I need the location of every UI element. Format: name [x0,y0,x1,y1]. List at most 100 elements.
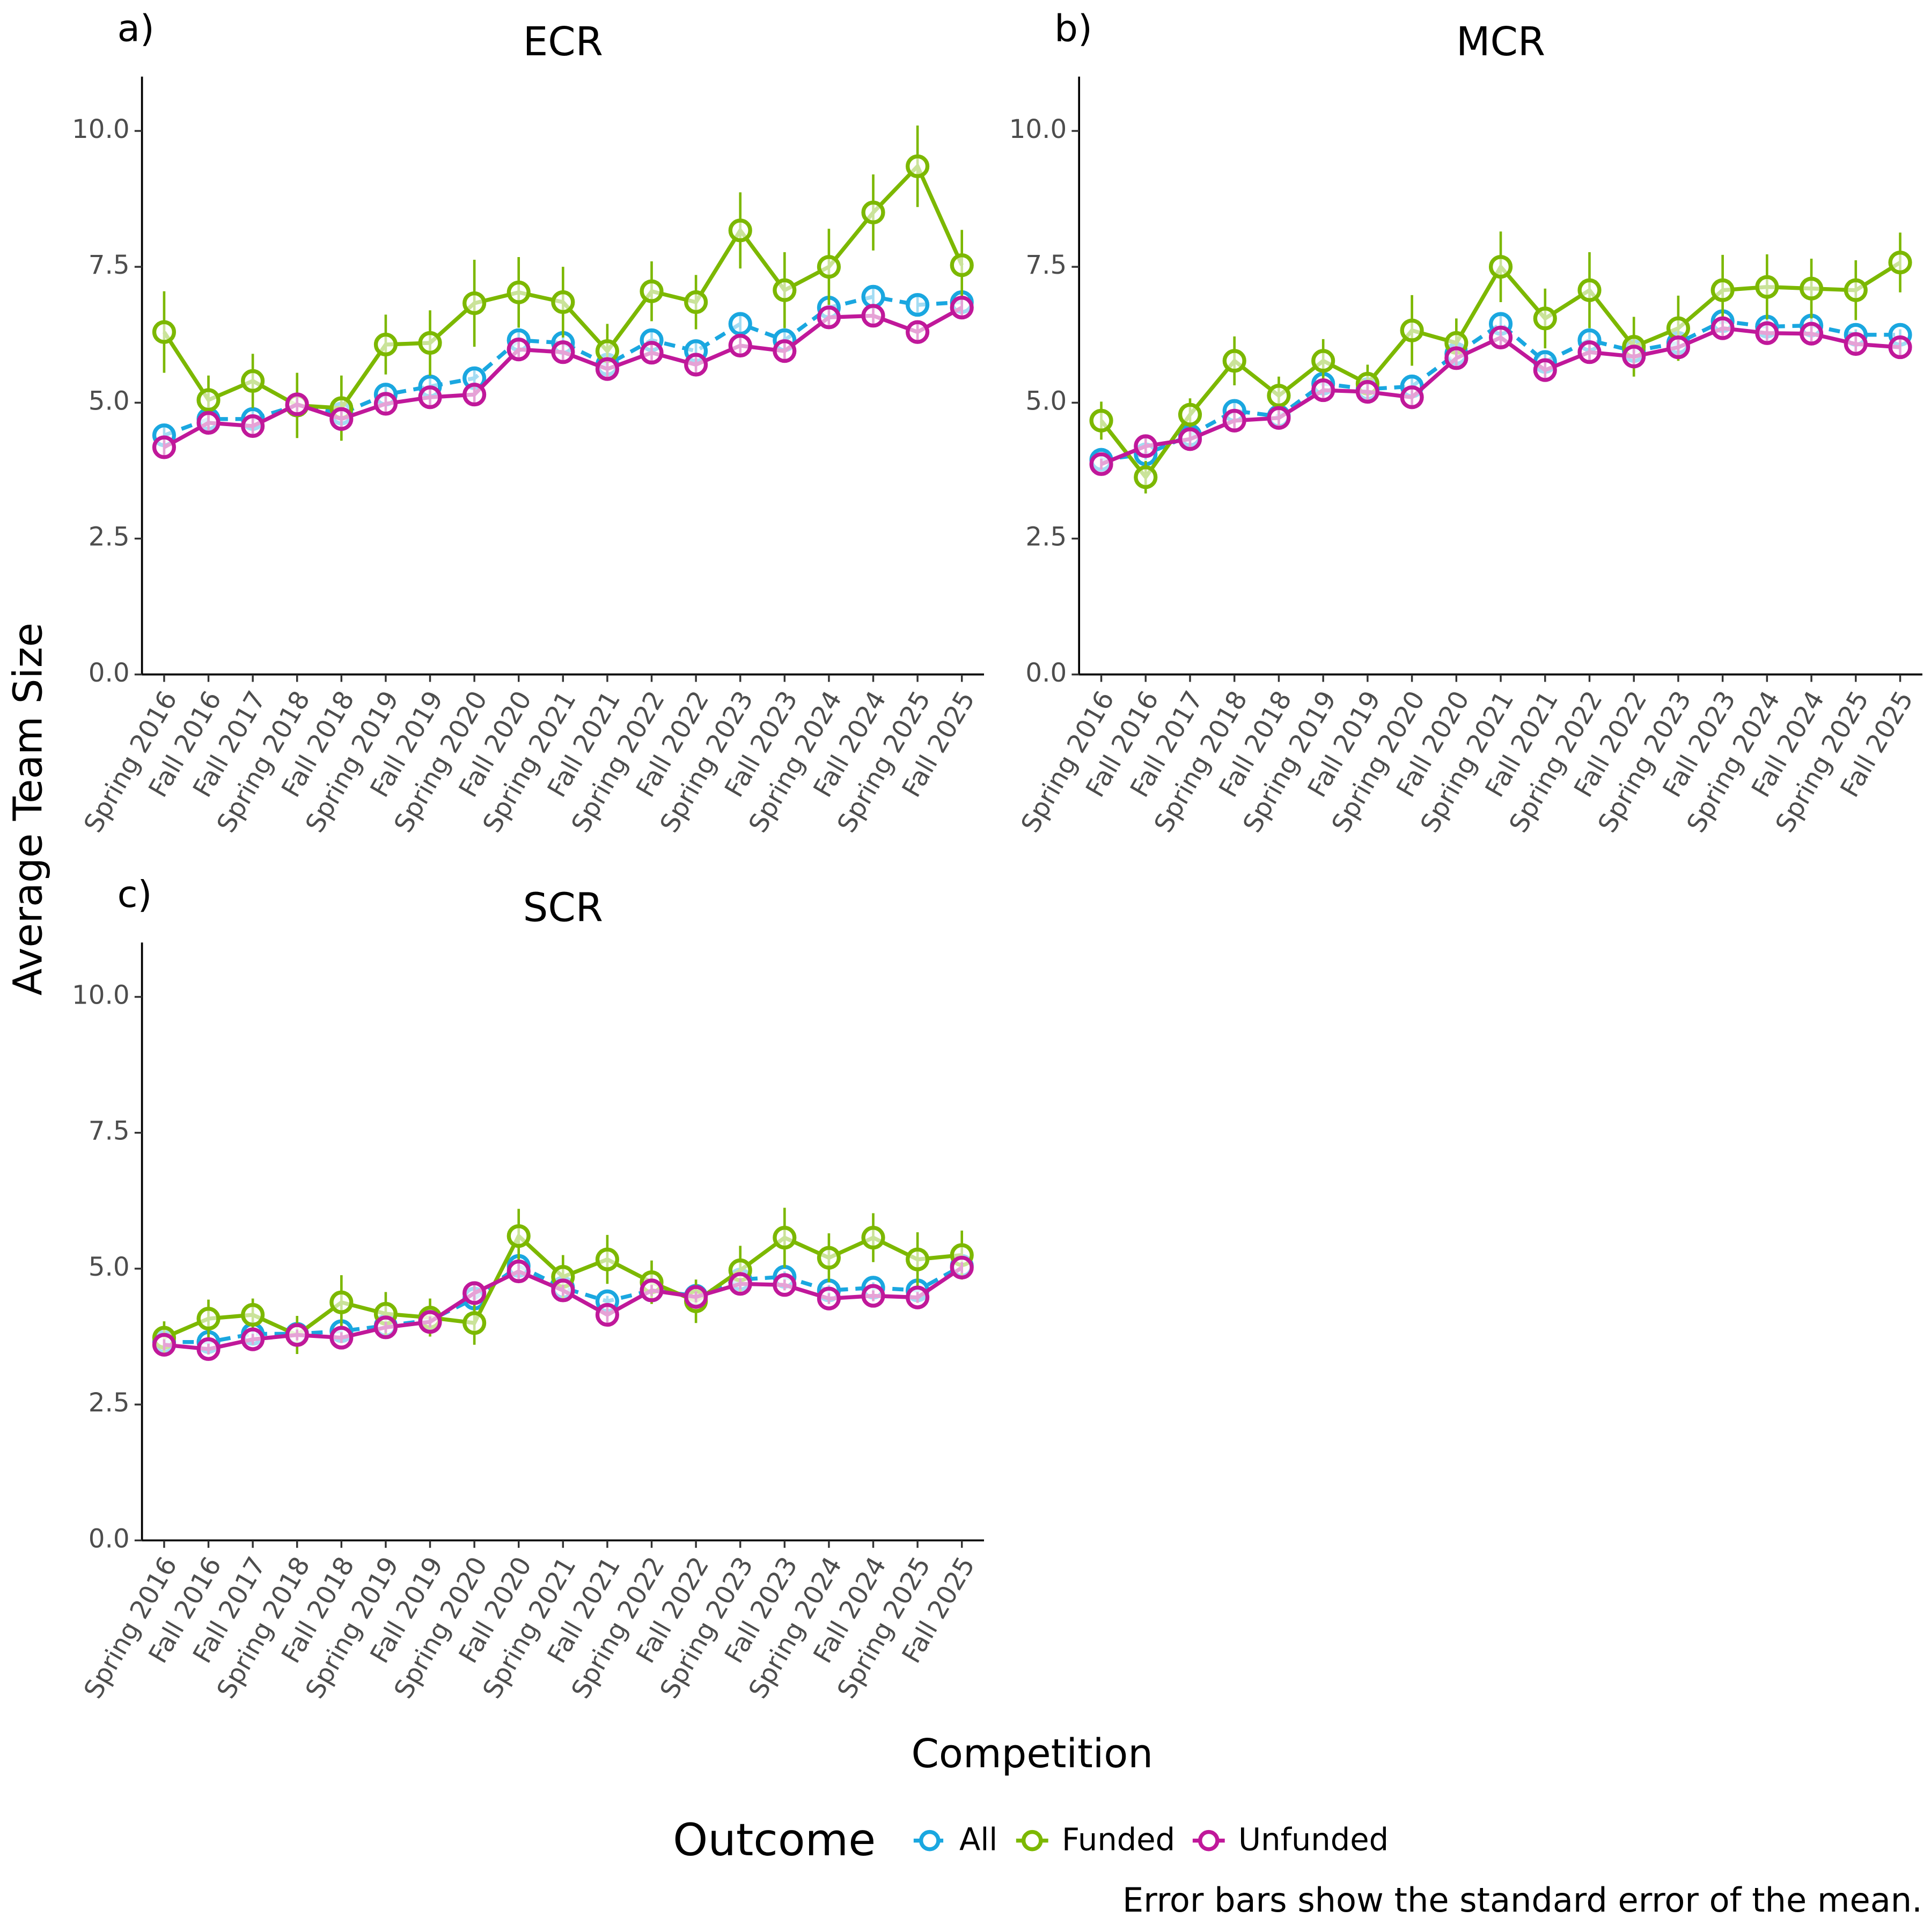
y-tick-label: 10.0 [72,114,130,144]
point [1089,452,1113,476]
point [196,411,221,435]
point [684,290,708,314]
point [817,1246,841,1270]
point [817,255,841,279]
point [418,1310,442,1334]
point [1844,278,1868,302]
point [551,1278,575,1302]
point [462,1281,487,1305]
point [152,1333,177,1357]
point [728,1272,752,1296]
caption: Error bars show the standard error of th… [1122,1880,1922,1920]
point [1666,335,1691,360]
point [1755,275,1779,299]
y-tick-label: 10.0 [72,980,130,1011]
point [906,292,930,317]
point [196,388,221,412]
point [1089,408,1113,433]
point [640,1278,664,1302]
point [595,1302,620,1327]
point [950,253,974,277]
point [418,385,442,409]
point [861,1226,885,1250]
point [1134,465,1158,489]
point [373,1315,398,1340]
point [551,340,575,364]
point [462,1311,487,1335]
point [773,339,797,363]
point [1222,349,1246,373]
point [1134,434,1158,458]
point [1222,408,1246,433]
point [1710,278,1735,302]
point [1755,321,1779,345]
point [551,290,575,314]
point [152,320,177,344]
y-tick-label: 0.0 [89,1524,130,1554]
point [728,312,752,336]
point [373,392,398,416]
point [1444,346,1469,370]
point [329,407,354,431]
panel-title: MCR [1456,19,1545,65]
point [684,353,708,377]
point [1178,402,1202,427]
y-tick-label: 2.5 [89,522,130,552]
y-tick-label: 5.0 [89,386,130,416]
point [285,392,309,416]
point [1800,276,1824,301]
point [1533,306,1557,331]
point [1888,250,1912,275]
panel-title: SCR [523,885,603,931]
point [1267,384,1291,408]
legend-marker [919,1829,941,1851]
point [241,1302,265,1327]
point [595,1247,620,1271]
point [241,1327,265,1351]
y-tick-label: 10.0 [1009,114,1067,144]
legend-title: Outcome [673,1814,876,1866]
point [373,332,398,357]
point [640,279,664,303]
point [950,1255,974,1280]
point [241,369,265,393]
point [241,414,265,438]
y-tick-label: 7.5 [1025,250,1067,280]
point [1533,358,1557,382]
point [285,1323,309,1347]
point [1577,340,1602,364]
point [950,296,974,320]
point [773,278,797,302]
point [773,1273,797,1297]
panel-title: ECR [523,19,603,65]
point [861,200,885,225]
legend-label: All [959,1822,997,1858]
panel-label: b) [1054,8,1092,50]
point [462,291,487,316]
point [1844,332,1868,356]
point [906,320,930,344]
point [506,1259,531,1284]
point [684,1285,708,1309]
point [1666,316,1691,340]
y-tick-label: 5.0 [1025,386,1067,416]
point [1311,349,1335,373]
point [1577,278,1602,302]
point [1311,378,1335,402]
point [152,435,177,459]
point [1267,406,1291,430]
point [817,305,841,330]
legend-label: Funded [1062,1822,1175,1858]
x-axis-label: Competition [912,1731,1153,1777]
point [1355,380,1379,404]
point [906,1247,930,1271]
point [728,218,752,243]
point [1488,255,1513,279]
point [1488,325,1513,349]
point [817,1286,841,1311]
y-tick-label: 2.5 [1025,522,1067,552]
point [329,1326,354,1350]
y-axis-label: Average Team Size [6,623,52,996]
point [462,383,487,407]
